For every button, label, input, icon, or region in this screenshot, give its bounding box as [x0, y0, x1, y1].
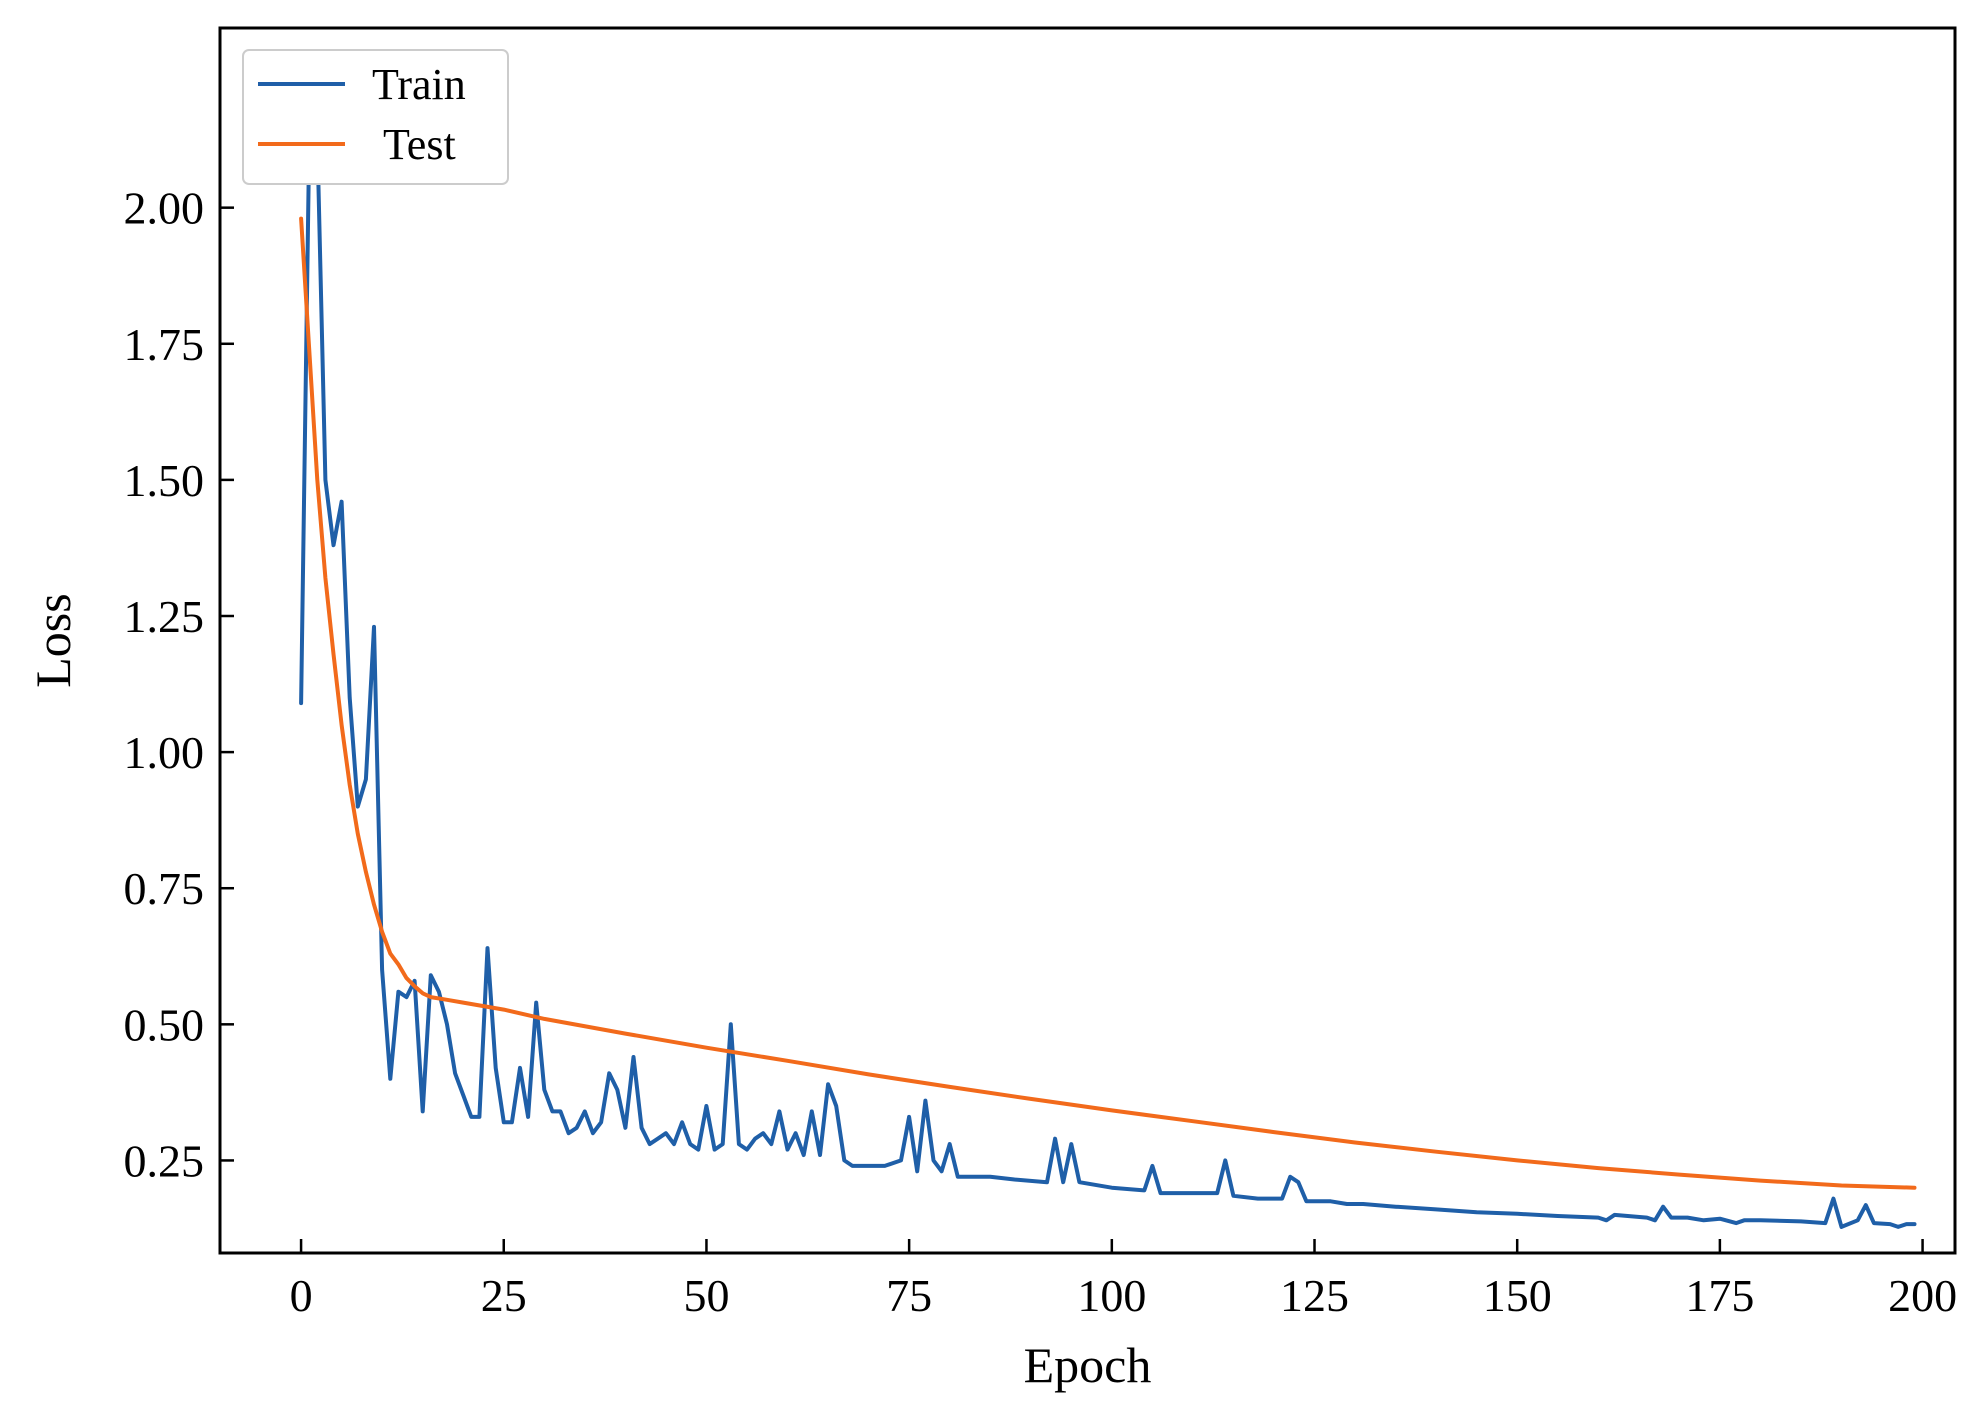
x-axis-label: Epoch: [1024, 1337, 1152, 1393]
y-tick-label: 1.00: [124, 727, 205, 778]
x-tick-label: 175: [1685, 1270, 1754, 1321]
y-tick-label: 1.25: [124, 591, 205, 642]
series-line-test: [299, 216, 1917, 1190]
plot-area: 0 25 50 75 100 125 150 175 200 0.25 0.50 0.75 1.00 1.…: [25, 26, 1957, 1393]
y-axis-label: Loss: [25, 593, 81, 687]
legend: Train Test: [242, 49, 509, 185]
x-tick-label: 150: [1483, 1270, 1552, 1321]
x-tick-label: 0: [290, 1270, 313, 1321]
plot-frame: [218, 26, 1957, 1255]
x-tick-label: 25: [481, 1270, 527, 1321]
legend-label-test: Test: [383, 120, 456, 169]
y-tick-label: 2.00: [124, 183, 205, 234]
y-tick-label: 1.50: [124, 455, 205, 506]
series-line-train: [299, 134, 1917, 1229]
x-tick-label: 125: [1280, 1270, 1349, 1321]
y-tick-label: 0.50: [124, 999, 205, 1050]
x-tick-label: 100: [1077, 1270, 1146, 1321]
y-tick-label: 0.75: [124, 863, 205, 914]
y-tick-label: 1.75: [124, 319, 205, 370]
x-tick-label: 200: [1888, 1270, 1957, 1321]
legend-label-train: Train: [372, 60, 466, 109]
x-tick-label: 75: [886, 1270, 932, 1321]
y-tick-label: 0.25: [124, 1135, 205, 1186]
x-tick-label: 50: [683, 1270, 729, 1321]
